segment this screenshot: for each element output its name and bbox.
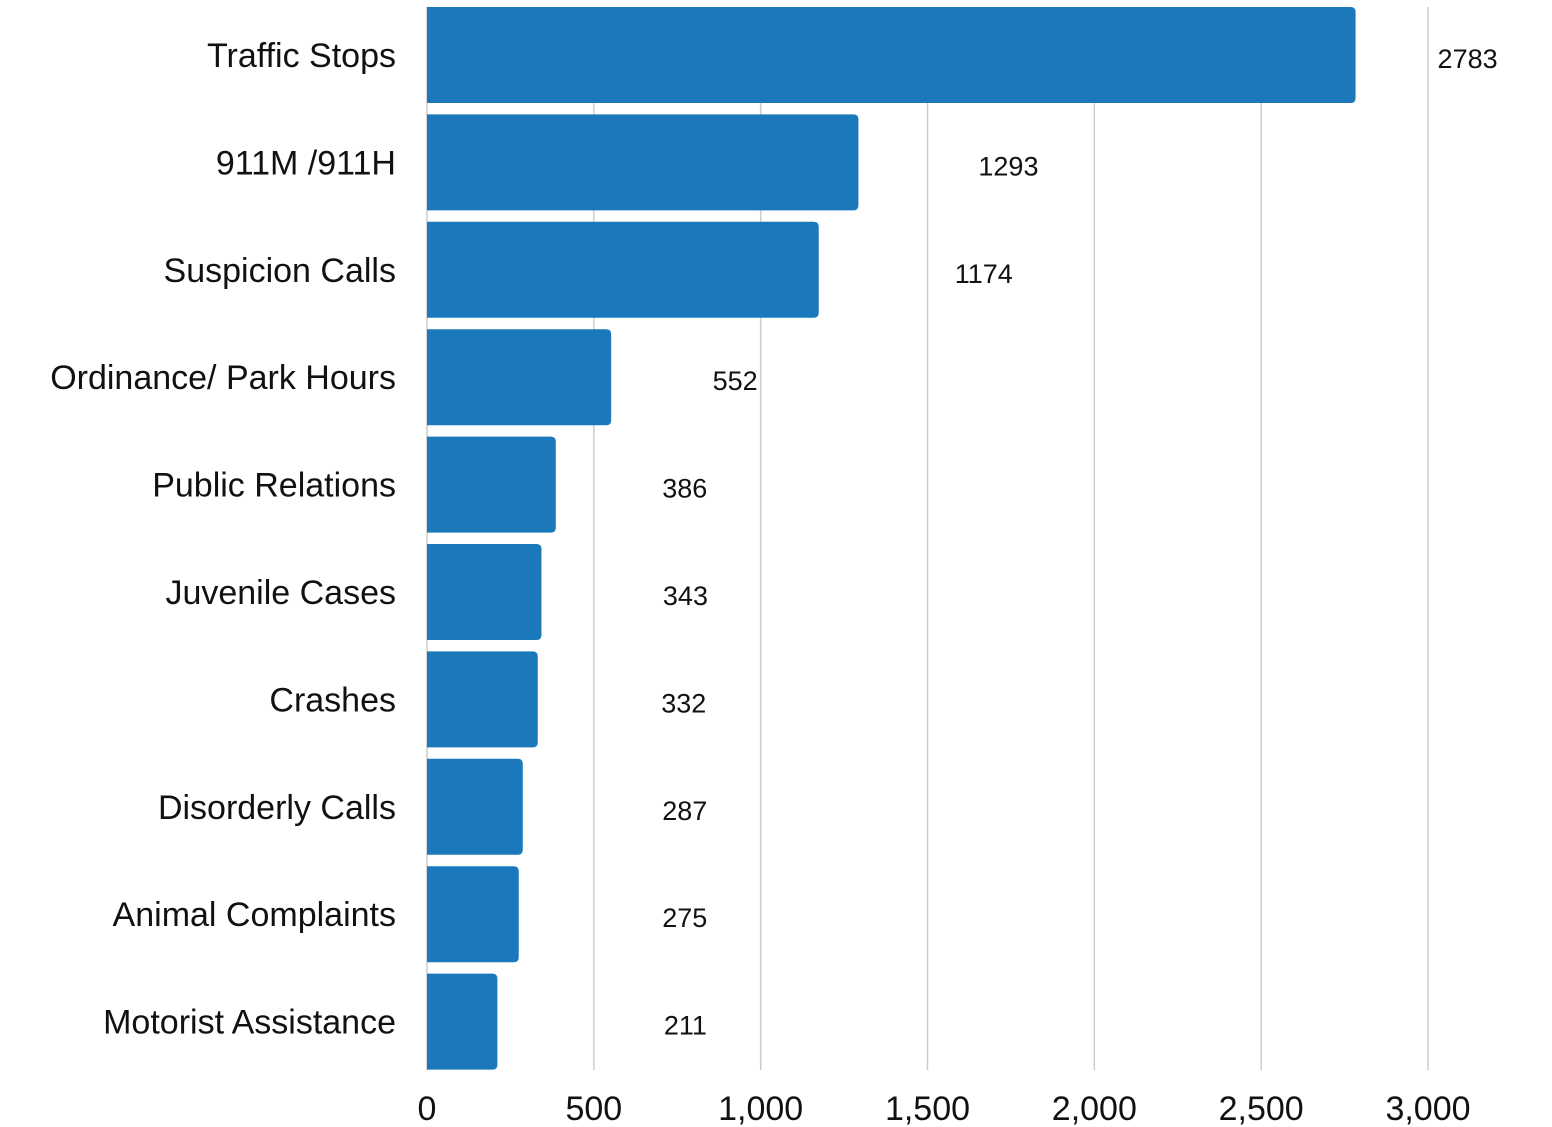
- bar: [427, 651, 538, 748]
- x-tick-label: 2,500: [1219, 1090, 1304, 1127]
- category-label: Juvenile Cases: [165, 574, 396, 612]
- value-label: 386: [662, 474, 707, 504]
- x-tick-label: 500: [565, 1090, 622, 1127]
- value-label: 2783: [1438, 44, 1498, 74]
- category-label: Suspicion Calls: [164, 252, 396, 290]
- bar: [427, 866, 519, 963]
- bar: [427, 329, 612, 426]
- bar: [427, 758, 523, 855]
- x-tick-label: 0: [418, 1090, 437, 1127]
- category-label: Traffic Stops: [207, 37, 396, 75]
- category-label: Ordinance/ Park Hours: [50, 359, 396, 397]
- category-label: Crashes: [269, 681, 396, 719]
- x-tick-label: 1,500: [885, 1090, 970, 1127]
- x-tick-label: 2,000: [1052, 1090, 1137, 1127]
- bar: [427, 114, 859, 211]
- bar-layer: [427, 7, 1356, 1070]
- value-label: 552: [713, 366, 758, 396]
- value-label: 332: [661, 688, 706, 718]
- bar: [427, 436, 556, 533]
- category-label: 911M /911H: [216, 144, 396, 182]
- label-layer: 0 500 1,000 1,500 2,000 2,500 3,000 Traffic Sto…: [50, 37, 1497, 1127]
- x-tick-label: 1,000: [718, 1090, 803, 1127]
- category-label: Public Relations: [152, 467, 396, 505]
- value-label: 343: [663, 581, 708, 611]
- value-label: 211: [664, 1011, 707, 1041]
- bar: [427, 7, 1356, 103]
- value-label: 275: [662, 903, 707, 933]
- category-label: Disorderly Calls: [158, 789, 396, 827]
- value-label: 1174: [955, 259, 1013, 289]
- bar: [427, 221, 819, 318]
- value-label: 1293: [978, 151, 1038, 181]
- category-label: Animal Complaints: [113, 896, 396, 934]
- bar: [427, 544, 542, 640]
- bar: [427, 973, 498, 1070]
- category-label: Motorist Assistance: [103, 1004, 396, 1042]
- x-tick-label: 3,000: [1385, 1090, 1470, 1127]
- value-label: 287: [662, 796, 707, 826]
